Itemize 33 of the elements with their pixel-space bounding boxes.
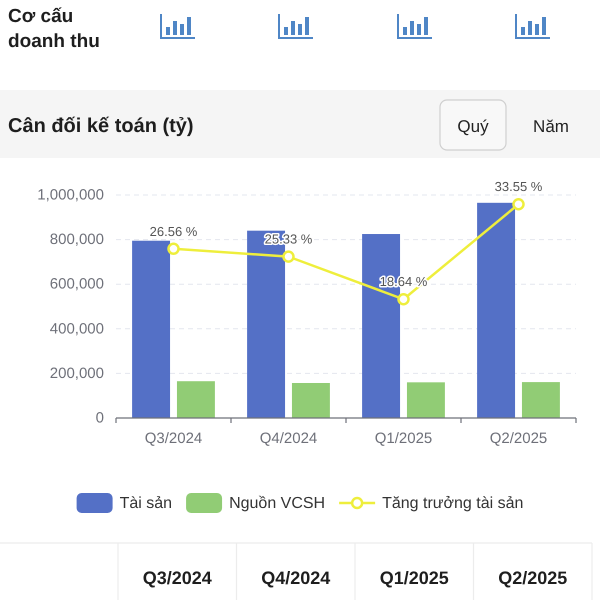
category-label: Q1/2025: [380, 568, 449, 588]
legend-label: Tài sản: [120, 494, 172, 512]
bar: [176, 381, 215, 418]
x-tick-label: Q4/2024: [260, 430, 318, 446]
category-label: Q3/2024: [142, 568, 212, 588]
legend-label: Tăng trưởng tài sản: [382, 494, 524, 512]
y-tick-label: 1,000,000: [37, 186, 104, 204]
bar: [132, 240, 170, 418]
category-label: Q2/2025: [498, 568, 568, 588]
bar: [292, 382, 330, 418]
x-tick-label: Q3/2024: [144, 430, 202, 446]
text: Năm: [533, 116, 569, 136]
y-tick-label: 400,000: [50, 320, 104, 338]
y-tick-label: 200,000: [50, 364, 104, 382]
x-tick-label: Q1/2025: [374, 430, 432, 446]
x-tick-label: Q2/2025: [490, 430, 548, 446]
data-label: 33.55 %: [494, 179, 543, 194]
point: [167, 242, 180, 256]
bar: [522, 382, 560, 418]
chart-title: Cân đối kế toán (tỷ): [8, 115, 194, 137]
category-label: Q4/2024: [261, 568, 330, 588]
point: [397, 292, 410, 306]
text: Quý: [457, 116, 490, 136]
legend-label: Nguồn VCSH: [229, 494, 326, 512]
bar: [406, 382, 445, 418]
bar: [477, 202, 516, 418]
y-tick-label: 0: [96, 410, 104, 426]
y-tick-label: 800,000: [50, 231, 104, 248]
text: Cơ cấu doanh thu: [8, 6, 100, 52]
point: [512, 198, 525, 210]
data-label: 26.56 %: [150, 224, 198, 239]
y-tick-label: 600,000: [50, 276, 104, 293]
point: [282, 250, 295, 263]
